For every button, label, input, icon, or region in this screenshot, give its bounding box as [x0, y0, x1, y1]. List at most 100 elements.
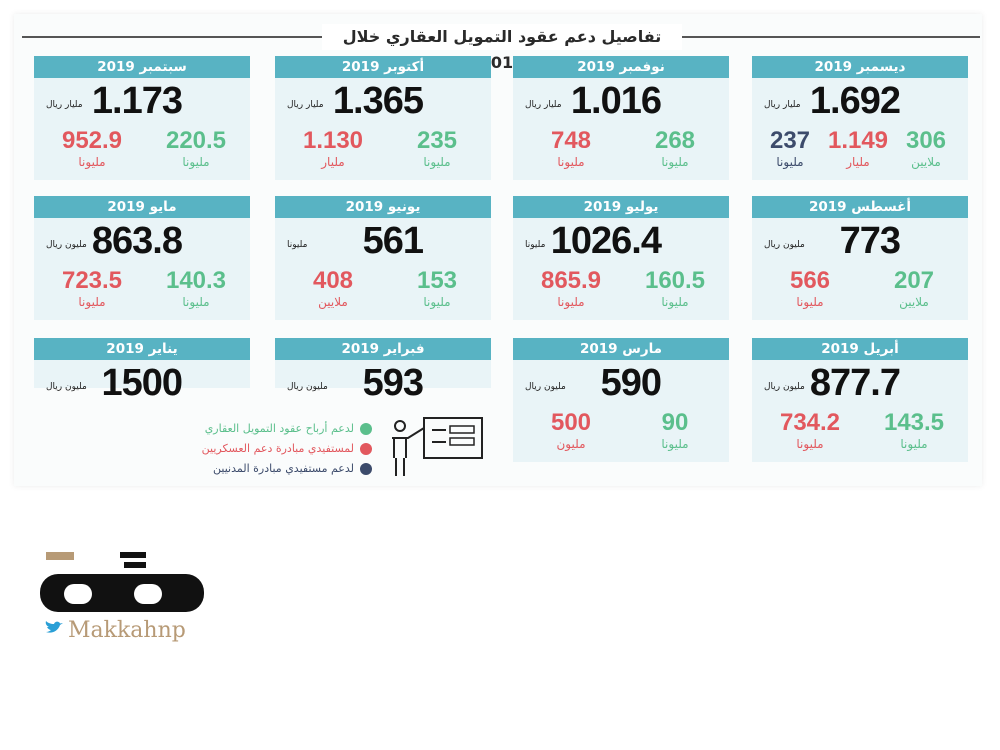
month-total: 1026.4 مليونا [513, 220, 729, 262]
total-unit: مليار ريال [287, 100, 324, 110]
month-stats: 160.5 مليونا 865.9 مليونا [513, 268, 729, 318]
stat-unit: مليونا [78, 295, 106, 309]
month-total: 773 مليون ريال [752, 220, 968, 262]
total-unit: مليون ريال [287, 382, 328, 392]
stat-green: 220.5 مليونا [158, 128, 234, 170]
stat-unit: مليونا [78, 155, 106, 169]
month-card: ديسمبر 2019 1.692 مليار ريال 306 ملايين 1.149… [752, 56, 968, 180]
stat-green: 153 مليونا [399, 268, 475, 310]
month-card: يناير 2019 1500 مليون ريال [34, 338, 250, 404]
stat-value: 207 [893, 267, 935, 294]
total-unit: مليون ريال [764, 240, 805, 250]
stat-unit: مليونا [776, 155, 804, 169]
stat-unit: مليونا [557, 155, 585, 169]
total-value: 590 [600, 362, 662, 404]
stat-value: 734.2 [779, 409, 841, 436]
month-header: نوفمبر 2019 [513, 56, 729, 78]
stat-value: 235 [416, 127, 458, 154]
total-value: 1.365 [332, 80, 424, 122]
stat-green: 207 ملايين [876, 268, 952, 310]
total-value: 877.7 [809, 362, 901, 404]
stat-green: 140.3 مليونا [158, 268, 234, 310]
stat-green: 306 ملايين [888, 128, 964, 170]
total-value: 1026.4 [550, 220, 662, 262]
month-total: 1500 مليون ريال [34, 362, 250, 404]
month-total: 590 مليون ريال [513, 362, 729, 404]
legend-item-navy: لدعم مستفيدي مبادرة المدنيين [213, 460, 372, 478]
legend-item-green: لدعم أرباح عقود التمويل العقاري [205, 420, 372, 438]
total-unit: مليار ريال [525, 100, 562, 110]
stat-red: 734.2 مليونا [772, 410, 848, 452]
stat-unit: مليونا [796, 437, 824, 451]
month-total: 1.692 مليار ريال [752, 80, 968, 122]
total-unit: مليون ريال [525, 382, 566, 392]
month-stats: 235 مليونا 1.130 مليار [275, 128, 491, 178]
month-card: يوليو 2019 1026.4 مليونا 160.5 مليونا 865.9 مل… [513, 196, 729, 320]
stat-unit: مليونا [182, 155, 210, 169]
total-unit: مليون ريال [46, 240, 87, 250]
legend-item-red: لمستفيدي مبادرة دعم العسكريين [202, 440, 372, 458]
presenter-board-icon [392, 417, 483, 476]
green-dot-icon [360, 423, 372, 435]
stat-red: 952.9 مليونا [54, 128, 130, 170]
stat-unit: مليونا [661, 155, 689, 169]
red-dot-icon [360, 443, 372, 455]
month-header: يناير 2019 [34, 338, 250, 360]
stat-value: 1.149 [827, 127, 889, 154]
stat-value: 748 [550, 127, 592, 154]
legend-label: لمستفيدي مبادرة دعم العسكريين [201, 442, 354, 455]
total-value: 773 [839, 220, 901, 262]
stat-red: 1.130 مليار [295, 128, 371, 170]
stat-value: 306 [905, 127, 947, 154]
total-unit: مليون ريال [764, 382, 805, 392]
total-unit: مليونا [287, 240, 308, 250]
total-value: 1.692 [809, 80, 901, 122]
stat-unit: مليونا [661, 295, 689, 309]
navy-dot-icon [360, 463, 372, 475]
month-card: أغسطس 2019 773 مليون ريال 207 ملايين 566 مليون… [752, 196, 968, 320]
infographic-title: تفاصيل دعم عقود التمويل العقاري خلال 201… [322, 24, 682, 72]
stat-value: 566 [789, 267, 831, 294]
stat-unit: ملايين [899, 295, 929, 309]
stat-green: 90 مليونا [637, 410, 713, 452]
month-total: 863.8 مليون ريال [34, 220, 250, 262]
total-unit: مليون ريال [46, 382, 87, 392]
month-stats: 153 مليونا 408 ملايين [275, 268, 491, 318]
month-total: 1.365 مليار ريال [275, 80, 491, 122]
month-header: مارس 2019 [513, 338, 729, 360]
twitter-handle: Makkahnp [68, 618, 186, 643]
stat-value: 153 [416, 267, 458, 294]
month-stats: 207 ملايين 566 مليونا [752, 268, 968, 318]
stat-red: 500 مليون [533, 410, 609, 452]
stat-unit: مليونا [900, 437, 928, 451]
stat-red: 865.9 مليونا [533, 268, 609, 310]
stat-unit: مليار [846, 155, 870, 169]
month-card: مارس 2019 590 مليون ريال 90 مليونا 500 مليون [513, 338, 729, 462]
stat-green: 160.5 مليونا [637, 268, 713, 310]
month-stats: 140.3 مليونا 723.5 مليونا [34, 268, 250, 318]
month-header: أبريل 2019 [752, 338, 968, 360]
month-total: 561 مليونا [275, 220, 491, 262]
stat-value: 1.130 [302, 127, 364, 154]
stat-value: 90 [661, 409, 689, 436]
total-value: 593 [362, 362, 424, 404]
stat-red: 748 مليونا [533, 128, 609, 170]
stat-unit: ملايين [911, 155, 941, 169]
month-header: أكتوبر 2019 [275, 56, 491, 78]
total-value: 1500 [101, 362, 183, 404]
total-unit: مليونا [525, 240, 546, 250]
stat-value: 140.3 [165, 267, 227, 294]
month-header: سبتمبر 2019 [34, 56, 250, 78]
total-value: 1.173 [91, 80, 183, 122]
month-header: مايو 2019 [34, 196, 250, 218]
total-value: 561 [362, 220, 424, 262]
twitter-icon [45, 621, 63, 633]
stat-value: 237 [769, 127, 811, 154]
stat-green: 143.5 مليونا [876, 410, 952, 452]
makkah-logo-icon [40, 552, 204, 612]
stat-unit: مليار [321, 155, 345, 169]
month-header: فبراير 2019 [275, 338, 491, 360]
stat-unit: مليونا [557, 295, 585, 309]
stat-value: 143.5 [883, 409, 945, 436]
stat-red: 723.5 مليونا [54, 268, 130, 310]
